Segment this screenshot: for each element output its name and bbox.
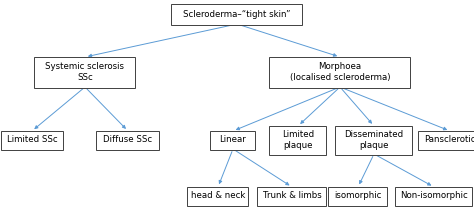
FancyBboxPatch shape <box>270 56 410 88</box>
Text: Pansclerotic: Pansclerotic <box>424 135 474 144</box>
Text: Morphoea
(localised scleroderma): Morphoea (localised scleroderma) <box>290 62 390 82</box>
Text: Trunk & limbs: Trunk & limbs <box>263 192 321 201</box>
FancyBboxPatch shape <box>419 131 474 150</box>
Text: Linear: Linear <box>219 135 246 144</box>
Text: Limited SSc: Limited SSc <box>7 135 57 144</box>
FancyBboxPatch shape <box>0 131 64 150</box>
Text: Scleroderma–“tight skin”: Scleroderma–“tight skin” <box>183 9 291 18</box>
FancyBboxPatch shape <box>328 186 388 205</box>
FancyBboxPatch shape <box>336 125 412 155</box>
FancyBboxPatch shape <box>395 186 473 205</box>
Text: Disseminated
plaque: Disseminated plaque <box>345 130 403 150</box>
FancyBboxPatch shape <box>257 186 327 205</box>
FancyBboxPatch shape <box>172 3 302 24</box>
FancyBboxPatch shape <box>210 131 255 150</box>
Text: isomorphic: isomorphic <box>334 192 382 201</box>
FancyBboxPatch shape <box>270 125 327 155</box>
FancyBboxPatch shape <box>35 56 136 88</box>
Text: head & neck: head & neck <box>191 192 245 201</box>
Text: Non-isomorphic: Non-isomorphic <box>400 192 468 201</box>
Text: Systemic sclerosis
SSc: Systemic sclerosis SSc <box>46 62 125 82</box>
FancyBboxPatch shape <box>188 186 248 205</box>
Text: Limited
plaque: Limited plaque <box>282 130 314 150</box>
FancyBboxPatch shape <box>97 131 159 150</box>
Text: Diffuse SSc: Diffuse SSc <box>103 135 153 144</box>
